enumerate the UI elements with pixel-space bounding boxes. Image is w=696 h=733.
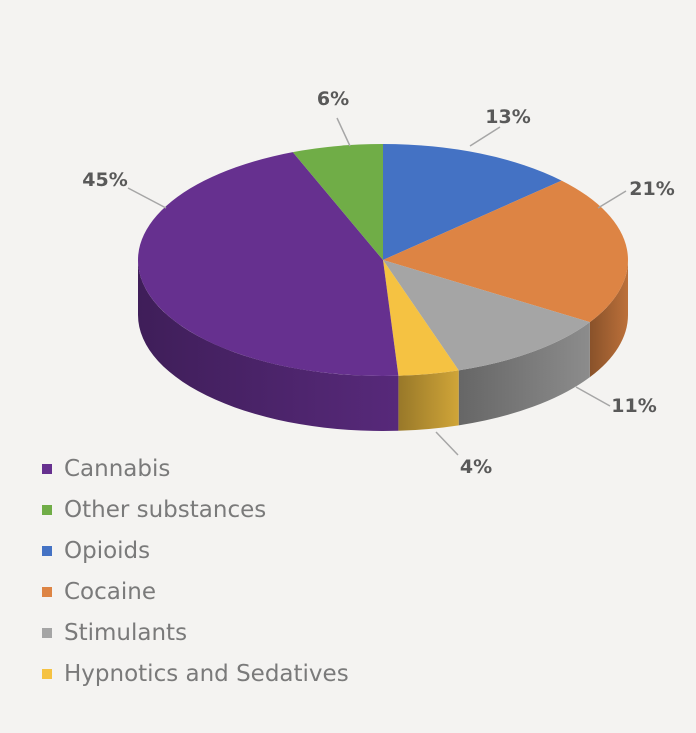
data-label-opioids: 13% — [485, 106, 530, 128]
legend-label: Cocaine — [64, 578, 156, 605]
leader-line-other-substances — [336, 117, 351, 147]
pie-slice-hypnotics-and-sedatives — [383, 260, 459, 376]
legend-item-stimulants: Stimulants — [42, 612, 349, 653]
pie-side-cannabis — [138, 260, 399, 431]
legend-item-cannabis: Cannabis — [42, 448, 349, 489]
legend-swatch — [42, 627, 52, 638]
pie-slice-cocaine — [383, 180, 628, 323]
data-label-stimulants: 11% — [611, 395, 656, 417]
legend-label: Other substances — [64, 496, 267, 523]
pie-slice-cannabis — [138, 152, 399, 376]
pie-slice-stimulants — [383, 260, 590, 371]
legend: Cannabis Other substances Opioids Cocaine St… — [42, 448, 349, 694]
legend-label: Stimulants — [64, 619, 188, 646]
legend-swatch — [42, 504, 52, 515]
pie-slice-other-substances — [292, 144, 383, 260]
pie-slice-opioids — [383, 144, 562, 260]
data-label-other-substances: 6% — [317, 88, 349, 110]
legend-swatch — [42, 668, 52, 679]
legend-item-cocaine: Cocaine — [42, 571, 349, 612]
pie-side-hypnotics-and-sedatives — [398, 370, 459, 431]
legend-label: Hypnotics and Sedatives — [64, 660, 349, 687]
legend-label: Opioids — [64, 537, 151, 564]
legend-swatch — [42, 545, 52, 556]
legend-label: Cannabis — [64, 455, 171, 482]
legend-swatch — [42, 463, 52, 474]
leader-line-stimulants — [575, 386, 611, 407]
legend-item-opioids: Opioids — [42, 530, 349, 571]
leader-line-opioids — [469, 126, 501, 147]
pie-side-stimulants — [458, 322, 590, 426]
leader-line-cocaine — [597, 190, 627, 209]
pie-side-cocaine — [589, 260, 628, 378]
data-label-hypnotics-and-sedatives: 4% — [460, 456, 492, 478]
data-label-cocaine: 21% — [629, 178, 674, 200]
legend-item-hypnotics-and-sedatives: Hypnotics and Sedatives — [42, 653, 349, 694]
legend-swatch — [42, 586, 52, 597]
legend-item-other-substances: Other substances — [42, 489, 349, 530]
data-label-cannabis: 45% — [82, 169, 127, 191]
leader-line-hypnotics-and-sedatives — [435, 431, 459, 456]
leader-line-cannabis — [127, 187, 167, 209]
